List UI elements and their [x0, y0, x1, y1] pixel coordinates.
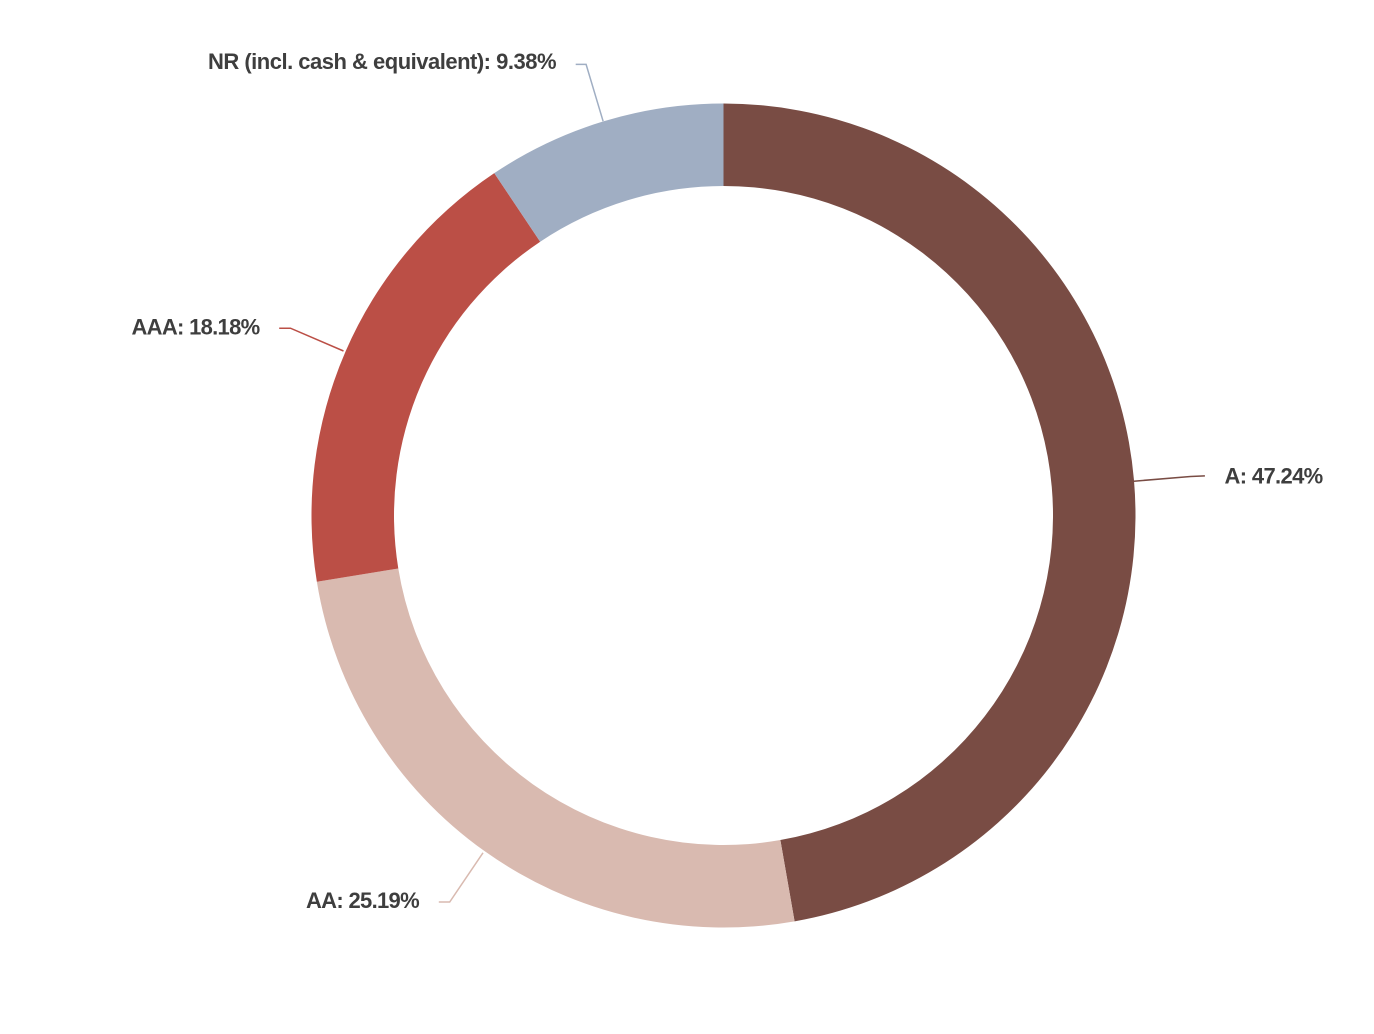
svg-text:NR (incl. cash & equivalent):: NR (incl. cash & equivalent): 9.38% [208, 49, 556, 74]
svg-text:A: 47.24%: A: 47.24% [1225, 464, 1323, 489]
svg-text:AA: 25.19%: AA: 25.19% [306, 888, 419, 913]
svg-text:AAA: 18.18%: AAA: 18.18% [131, 315, 259, 340]
